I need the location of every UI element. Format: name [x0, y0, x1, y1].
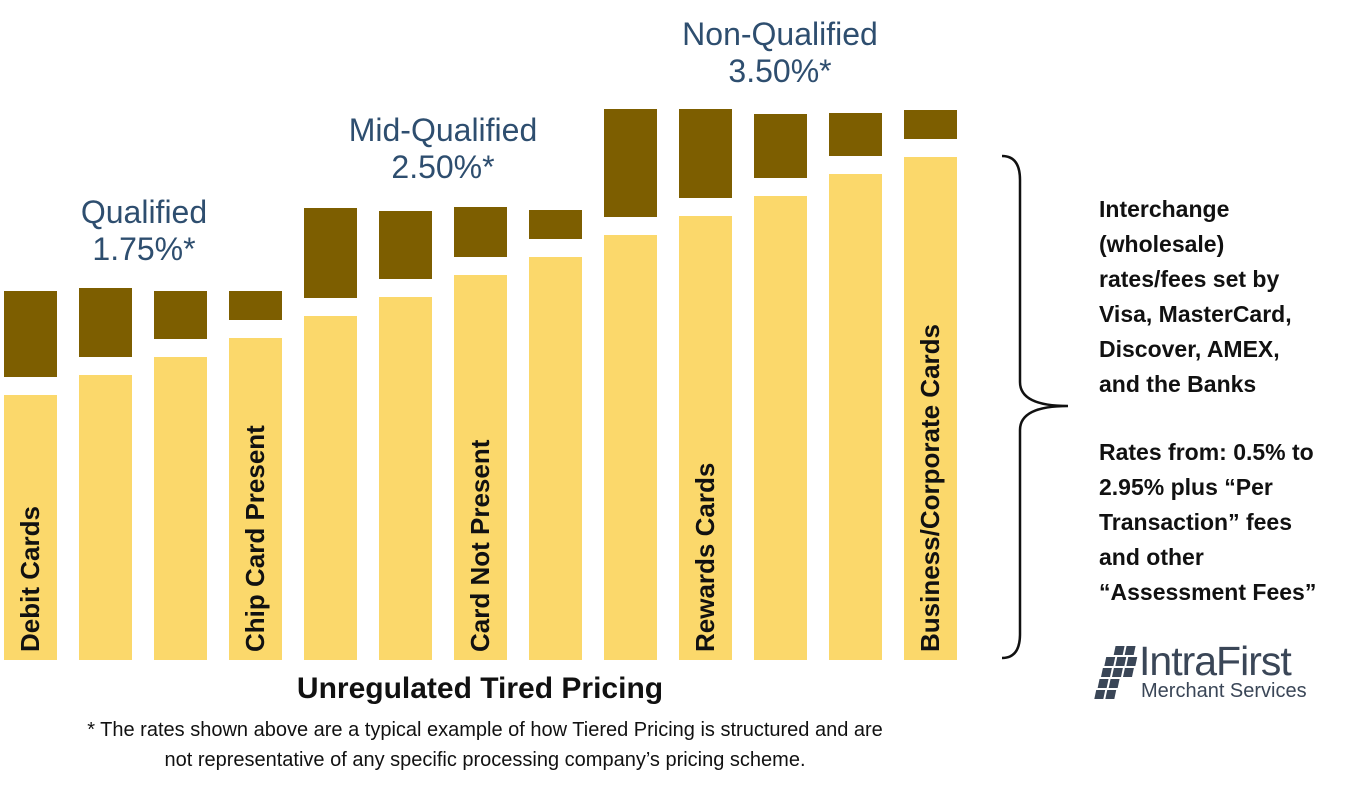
logo-mark-icon — [1094, 646, 1138, 699]
footnote-line: not representative of any specific proce… — [164, 749, 806, 771]
chart-title: Unregulated Tired Pricing — [296, 672, 664, 705]
logo-subtitle: Merchant Services — [1141, 680, 1307, 702]
bar-interchange — [829, 174, 882, 660]
tier-label-non-qualified: Non-Qualified 3.50%* — [682, 16, 878, 90]
bar-markup — [904, 110, 957, 139]
bar-interchange — [904, 157, 957, 660]
bar-markup — [379, 211, 432, 279]
bar-interchange — [79, 375, 132, 660]
tier-rate: 1.75%* — [92, 231, 196, 267]
note-line: 2.95% plus “Per — [1099, 474, 1273, 500]
bar-markup — [754, 114, 807, 178]
bar-markup — [829, 113, 882, 156]
tiered-pricing-chart — [4, 109, 957, 660]
bar-markup — [79, 288, 132, 357]
interchange-note: Interchange (wholesale) rates/fees set b… — [1099, 192, 1349, 402]
note-line: and other — [1099, 544, 1204, 570]
bar-interchange — [529, 257, 582, 660]
bar-interchange — [4, 395, 57, 660]
bar-category-label: Chip Card Present — [239, 425, 270, 652]
tier-name: Non-Qualified — [682, 16, 878, 52]
note-line: and the Banks — [1099, 371, 1257, 397]
tier-label-qualified: Qualified 1.75%* — [81, 194, 207, 268]
footnote: * The rates shown above are a typical ex… — [10, 715, 960, 775]
bar-markup — [529, 210, 582, 239]
tier-name: Mid-Qualified — [348, 112, 538, 148]
bar-interchange — [679, 216, 732, 660]
note-line: Interchange — [1099, 196, 1230, 222]
bar-interchange — [229, 338, 282, 660]
bar-interchange — [754, 196, 807, 660]
footnote-line: * The rates shown above are a typical ex… — [87, 719, 883, 741]
bar-markup — [4, 291, 57, 377]
bar-category-label: Business/Corporate Cards — [914, 324, 945, 652]
bar-markup — [679, 109, 732, 198]
note-line: Rates from: 0.5% to — [1099, 439, 1314, 465]
rates-note: Rates from: 0.5% to 2.95% plus “Per Tran… — [1099, 435, 1349, 610]
bar-category-label: Card Not Present — [464, 439, 495, 652]
logo-brand: IntraFirst — [1139, 638, 1292, 684]
interchange-brace — [1001, 154, 1069, 660]
tier-label-mid-qualified: Mid-Qualified 2.50%* — [349, 112, 538, 186]
note-line: “Assessment Fees” — [1099, 579, 1317, 605]
bar-markup — [604, 109, 657, 217]
note-line: Transaction” fees — [1099, 509, 1293, 535]
note-line: Discover, AMEX, — [1099, 336, 1280, 362]
tier-name: Qualified — [80, 194, 208, 230]
bar-category-label: Rewards Cards — [689, 462, 720, 652]
bar-interchange — [304, 316, 357, 660]
bar-interchange — [154, 357, 207, 660]
bar-interchange — [604, 235, 657, 660]
bar-markup — [304, 208, 357, 298]
note-line: (wholesale) — [1099, 231, 1225, 257]
bar-markup — [454, 207, 507, 257]
intrafirst-logo: IntraFirst Merchant Services — [1094, 638, 1334, 710]
bar-interchange — [379, 297, 432, 660]
bar-markup — [229, 291, 282, 320]
bar-interchange — [454, 275, 507, 660]
bar-markup — [154, 291, 207, 339]
note-line: rates/fees set by — [1099, 266, 1280, 292]
note-line: Visa, MasterCard, — [1099, 301, 1292, 327]
bar-category-label: Debit Cards — [14, 506, 45, 652]
tier-rate: 2.50%* — [391, 149, 495, 185]
tier-rate: 3.50%* — [728, 53, 832, 89]
